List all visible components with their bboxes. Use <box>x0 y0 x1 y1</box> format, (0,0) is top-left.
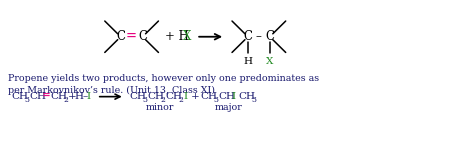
Text: H: H <box>244 57 252 66</box>
Text: I: I <box>87 92 91 101</box>
Text: C: C <box>116 30 125 43</box>
Text: Propene yields two products, however only one predominates as: Propene yields two products, however onl… <box>8 74 319 83</box>
Text: 3: 3 <box>213 96 218 104</box>
Text: C: C <box>244 30 252 43</box>
Text: CH: CH <box>50 92 67 101</box>
Text: CH: CH <box>200 92 217 101</box>
Text: CH: CH <box>29 92 46 101</box>
Text: 2: 2 <box>179 96 183 104</box>
Text: major: major <box>215 103 243 112</box>
Text: 2: 2 <box>63 96 68 104</box>
Text: CH: CH <box>130 92 146 101</box>
Text: CH: CH <box>11 92 28 101</box>
Text: + H: + H <box>165 30 189 43</box>
Text: =: = <box>42 91 51 100</box>
Text: I: I <box>183 92 187 101</box>
Text: H–: H– <box>75 92 89 101</box>
Text: –: – <box>256 30 262 43</box>
Text: X: X <box>183 30 192 43</box>
Text: +: + <box>68 92 77 101</box>
Text: 2: 2 <box>161 96 165 104</box>
Text: minor: minor <box>145 103 174 112</box>
Text: 3: 3 <box>143 96 147 104</box>
Text: per Markovnikov’s rule. (Unit 13, Class XI): per Markovnikov’s rule. (Unit 13, Class … <box>8 86 215 95</box>
Text: +: + <box>191 92 200 101</box>
Text: I: I <box>231 92 235 101</box>
Text: C: C <box>138 30 147 43</box>
Text: C: C <box>265 30 274 43</box>
Text: CH: CH <box>165 92 182 101</box>
Text: X: X <box>266 57 274 66</box>
Text: CH: CH <box>218 92 235 101</box>
Text: 3: 3 <box>24 96 29 104</box>
Text: CH: CH <box>238 92 255 101</box>
Text: CH: CH <box>147 92 164 101</box>
Text: =: = <box>126 30 137 43</box>
Text: 3: 3 <box>251 96 256 104</box>
